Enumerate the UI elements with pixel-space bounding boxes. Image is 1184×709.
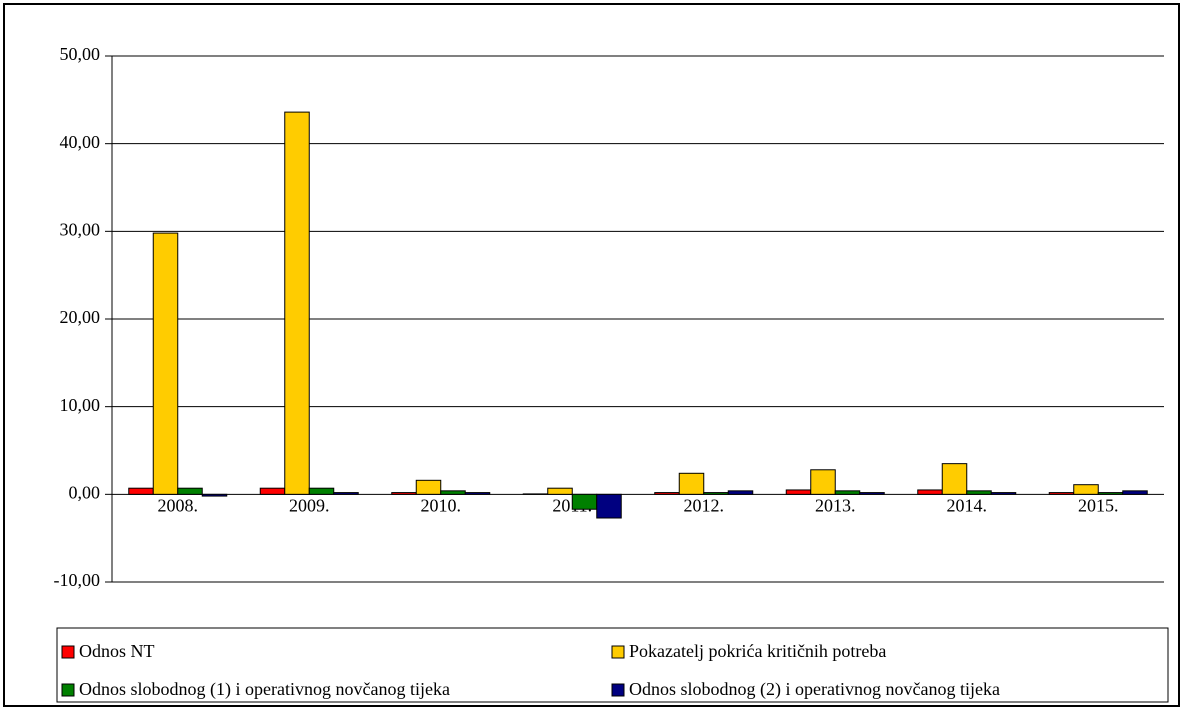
bar	[785, 489, 812, 495]
legend-label: Odnos slobodnog (2) i operativnog novčan…	[629, 679, 1000, 700]
bar	[1048, 492, 1075, 495]
bar	[152, 232, 179, 495]
bar	[834, 490, 861, 495]
legend-label: Pokazatelj pokrića kritičnih potreba	[629, 641, 886, 661]
bar	[917, 489, 943, 495]
bar	[177, 487, 203, 495]
x-tick-label: 2008.	[158, 495, 199, 515]
bar	[941, 463, 968, 495]
legend-label: Odnos slobodnog (1) i operativnog novčan…	[79, 679, 450, 700]
bar	[284, 111, 310, 495]
y-tick-label: 0,00	[69, 482, 101, 502]
bar	[571, 493, 598, 510]
bar	[678, 472, 705, 495]
x-tick-label: 2009.	[289, 495, 330, 515]
chart-border	[3, 3, 1180, 707]
bar	[859, 492, 885, 495]
y-tick-label: 10,00	[60, 395, 101, 415]
x-tick-label: 2015.	[1078, 495, 1119, 515]
bar	[1122, 490, 1148, 495]
y-tick-label: 30,00	[60, 219, 101, 239]
bar	[1073, 484, 1099, 495]
y-tick-label: -10,00	[54, 570, 101, 590]
bar	[259, 487, 286, 495]
bar	[654, 492, 680, 495]
legend-swatch	[61, 645, 75, 659]
bar	[201, 493, 228, 497]
y-tick-label: 20,00	[60, 307, 101, 327]
bar	[333, 492, 359, 495]
bar	[391, 492, 417, 495]
y-tick-label: 50,00	[60, 44, 101, 64]
bar	[547, 487, 573, 495]
bar	[596, 493, 622, 519]
bar	[415, 479, 442, 495]
bar	[1097, 492, 1124, 495]
bar	[727, 490, 754, 495]
bar	[440, 490, 466, 495]
legend-swatch	[611, 683, 625, 697]
bar	[810, 469, 836, 495]
bar	[308, 487, 335, 495]
x-tick-label: 2013.	[815, 495, 856, 515]
bar	[990, 492, 1017, 495]
legend-swatch	[61, 683, 75, 697]
bar	[464, 492, 491, 495]
bar	[128, 487, 154, 495]
bar	[703, 492, 729, 495]
bar	[966, 490, 992, 495]
x-tick-label: 2010.	[421, 495, 462, 515]
x-tick-label: 2014.	[947, 495, 988, 515]
x-tick-label: 2012.	[684, 495, 725, 515]
legend-swatch	[611, 645, 625, 659]
legend-label: Odnos NT	[79, 641, 155, 661]
y-tick-label: 40,00	[60, 132, 101, 152]
